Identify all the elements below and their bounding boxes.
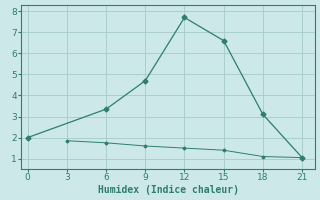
X-axis label: Humidex (Indice chaleur): Humidex (Indice chaleur) (98, 185, 239, 195)
